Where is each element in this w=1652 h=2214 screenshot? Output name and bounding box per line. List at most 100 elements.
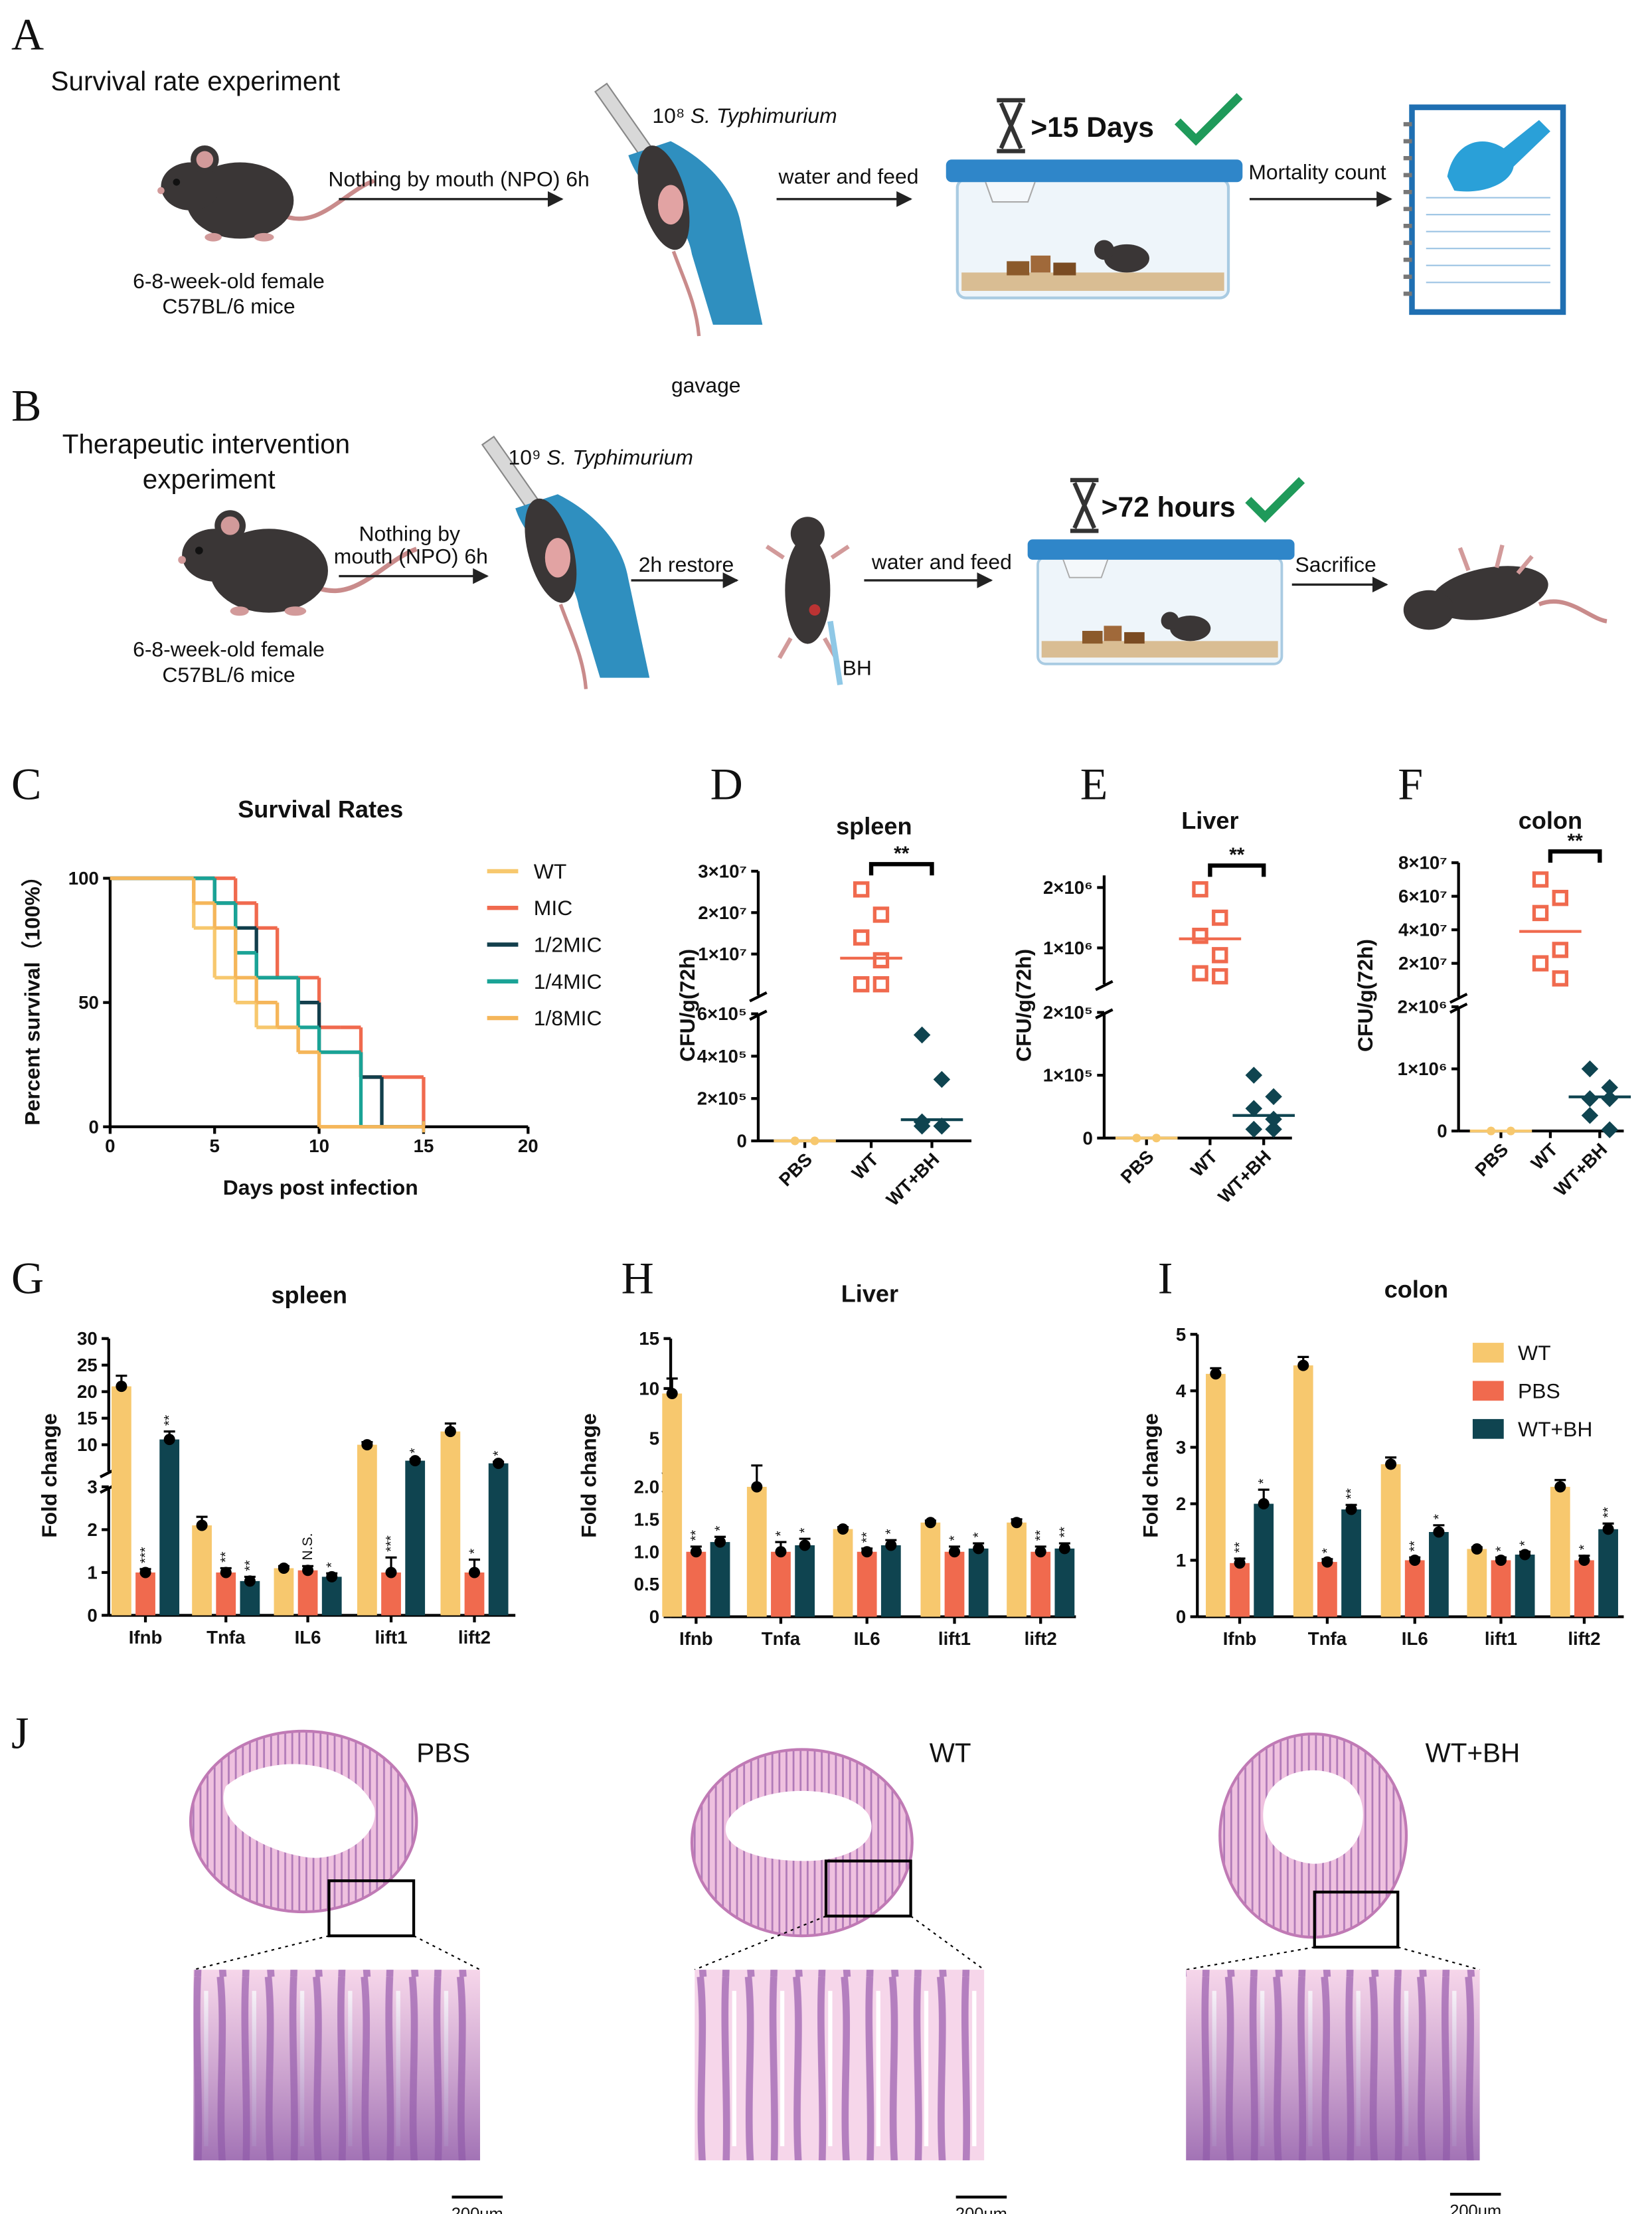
value-dot bbox=[861, 1546, 873, 1558]
bar bbox=[1341, 1509, 1361, 1617]
y-axis-label: CFU/g(72h) bbox=[1353, 939, 1377, 1052]
bar bbox=[1467, 1549, 1487, 1617]
check-icon bbox=[1245, 477, 1305, 523]
chart-title: Liver bbox=[841, 1280, 898, 1307]
significance-label: ** bbox=[1056, 1527, 1072, 1538]
organism: S. Typhimurium bbox=[546, 446, 693, 469]
y-tick-label: 0 bbox=[737, 1131, 747, 1151]
dot bbox=[1192, 881, 1208, 898]
bar bbox=[1429, 1532, 1449, 1617]
x-tick-label: Ifnb bbox=[1223, 1628, 1257, 1649]
x-tick-label: WT bbox=[1527, 1139, 1562, 1173]
bar bbox=[1254, 1503, 1274, 1617]
dot bbox=[933, 1070, 951, 1088]
panel-label: I bbox=[1158, 1253, 1173, 1304]
y-tick-label: 10 bbox=[77, 1434, 98, 1455]
y-tick-label: 5 bbox=[649, 1428, 659, 1449]
dot bbox=[1581, 1090, 1599, 1108]
value-dot bbox=[1258, 1497, 1270, 1509]
chart-title: colon bbox=[1519, 807, 1582, 834]
y-tick-label: 2×10⁶ bbox=[1043, 877, 1093, 898]
y-tick-label: 0 bbox=[88, 1116, 98, 1137]
value-dot bbox=[714, 1536, 726, 1548]
step-label: Sacrifice bbox=[1295, 553, 1376, 576]
significance-label: ** bbox=[1343, 1488, 1359, 1499]
bar bbox=[710, 1542, 730, 1617]
bar bbox=[1317, 1562, 1337, 1617]
value-dot bbox=[1519, 1549, 1531, 1561]
value-dot bbox=[1554, 1481, 1566, 1493]
x-axis-label: Days post infection bbox=[223, 1175, 418, 1199]
significance-label: ** bbox=[1229, 844, 1245, 866]
chart-title: Liver bbox=[1181, 807, 1238, 834]
significance-bracket bbox=[868, 862, 934, 876]
bar bbox=[192, 1525, 212, 1616]
significance-label: ** bbox=[859, 1532, 874, 1543]
histology-pbs bbox=[189, 1729, 503, 2199]
dot bbox=[1245, 1120, 1263, 1138]
y-axis-label: Fold change bbox=[37, 1413, 61, 1538]
x-tick-label: Tnfa bbox=[206, 1627, 246, 1648]
value-dot bbox=[1578, 1555, 1590, 1567]
histology-wt bbox=[690, 1748, 1007, 2199]
x-tick-label: 20 bbox=[518, 1136, 538, 1156]
dose: 10⁹ bbox=[509, 446, 541, 469]
group-label: PBS bbox=[416, 1738, 470, 1768]
y-tick-label: 2×10⁵ bbox=[1043, 1002, 1093, 1023]
x-tick-label: 0 bbox=[105, 1136, 115, 1156]
dot bbox=[1245, 1100, 1263, 1118]
dot bbox=[1245, 1066, 1263, 1084]
y-tick-label: 8×10⁷ bbox=[1398, 853, 1447, 873]
dot bbox=[1212, 909, 1228, 926]
dose-label: 10⁹ S. Typhimurium bbox=[509, 446, 693, 469]
significance-label: * bbox=[1256, 1478, 1272, 1484]
histology-wt-bh bbox=[1186, 1732, 1501, 2196]
scale-bar-label: 200um bbox=[452, 2205, 503, 2214]
bar bbox=[297, 1570, 318, 1616]
diagram-title: Survival rate experiment bbox=[51, 66, 341, 96]
y-tick-label: 1 bbox=[1176, 1550, 1186, 1571]
dot bbox=[913, 1117, 931, 1135]
mouse-icon bbox=[157, 145, 374, 242]
significance-label: * bbox=[970, 1532, 986, 1537]
y-tick-label: 5 bbox=[1176, 1324, 1186, 1345]
value-dot bbox=[1433, 1526, 1445, 1538]
x-tick-label: Tnfa bbox=[1308, 1628, 1347, 1649]
x-tick-label: lift2 bbox=[458, 1627, 491, 1648]
sacrificed-mouse-icon bbox=[1403, 544, 1608, 630]
bar bbox=[1404, 1560, 1425, 1617]
x-tick-label: IL6 bbox=[854, 1628, 880, 1649]
x-tick-label: 5 bbox=[210, 1136, 220, 1156]
bar bbox=[944, 1551, 965, 1617]
significance-label: N.S. bbox=[299, 1533, 315, 1560]
check-icon bbox=[1174, 93, 1243, 146]
value-dot bbox=[1345, 1503, 1357, 1515]
significance-label: * bbox=[772, 1531, 788, 1536]
legend-label: 1/2MIC bbox=[534, 932, 602, 956]
value-dot bbox=[220, 1567, 232, 1578]
significance-label: ** bbox=[1406, 1541, 1422, 1552]
dot bbox=[872, 976, 890, 993]
bar bbox=[968, 1548, 989, 1617]
axis-break bbox=[749, 991, 768, 1003]
dot bbox=[933, 1117, 951, 1135]
chart-title: Survival Rates bbox=[238, 796, 403, 823]
x-tick-label: WT bbox=[1187, 1146, 1221, 1181]
y-tick-label: 1.5 bbox=[634, 1509, 659, 1529]
significance-label: ** bbox=[1568, 830, 1584, 852]
dot bbox=[1212, 968, 1228, 985]
legend-label: WT bbox=[534, 859, 567, 883]
bar bbox=[686, 1551, 706, 1617]
x-tick-label: IL6 bbox=[1402, 1628, 1428, 1649]
legend-label: 1/8MIC bbox=[534, 1006, 602, 1030]
bar bbox=[1206, 1373, 1226, 1617]
x-tick-label: WT+BH bbox=[1214, 1146, 1275, 1207]
value-dot bbox=[775, 1546, 787, 1558]
significance-bracket bbox=[1208, 863, 1266, 877]
y-tick-label: 0 bbox=[87, 1605, 97, 1626]
legend-label: WT+BH bbox=[1518, 1417, 1592, 1441]
x-tick-label: PBS bbox=[775, 1149, 816, 1190]
bar bbox=[1031, 1551, 1051, 1617]
value-dot bbox=[837, 1523, 849, 1535]
